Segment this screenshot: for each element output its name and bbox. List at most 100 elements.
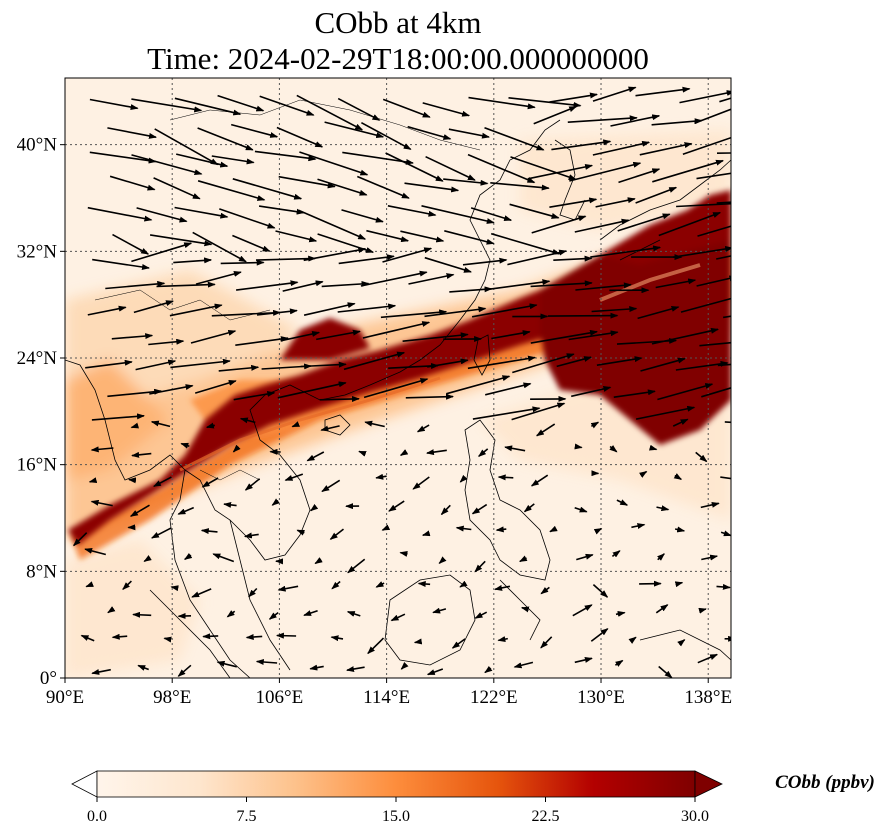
wind-arrow (244, 478, 261, 491)
wind-arrow (471, 303, 538, 318)
wind-arrow (553, 255, 593, 262)
wind-arrow (190, 329, 237, 344)
wind-arrow (417, 580, 431, 587)
wind-arrow (459, 580, 468, 588)
wind-arrow (324, 121, 385, 139)
colorbar-gradient (96, 770, 696, 798)
wind-arrow (651, 327, 719, 345)
wind-arrow (696, 275, 731, 287)
wind-arrow (638, 470, 648, 478)
wind-arrow (635, 405, 696, 420)
wind-arrow (131, 242, 193, 263)
wind-arrow (135, 359, 177, 371)
wind-arrow (648, 444, 658, 451)
wind-arrow (400, 230, 445, 243)
wind-arrow (507, 249, 568, 266)
wind-arrow (174, 206, 229, 219)
wind-arrow (390, 613, 406, 622)
wind-arrow (197, 127, 254, 151)
wind-arrow (346, 610, 361, 617)
wind-arrow (408, 273, 455, 285)
wind-arrow (183, 552, 193, 560)
wind-arrow (156, 281, 216, 288)
wind-arrow (445, 375, 511, 395)
wind-arrow (509, 203, 560, 219)
wind-arrow (448, 128, 490, 139)
wind-arrow (405, 393, 454, 400)
wind-arrow (255, 255, 317, 262)
wind-arrow (129, 504, 150, 517)
wind-vectors (72, 86, 731, 678)
wind-arrow (337, 303, 397, 313)
wind-arrow (575, 282, 632, 291)
wind-arrow (455, 525, 472, 532)
wind-arrow (497, 474, 514, 481)
wind-arrow (451, 638, 466, 649)
wind-arrow (504, 445, 526, 452)
wind-arrow (321, 479, 341, 493)
wind-arrow (459, 474, 468, 483)
wind-arrow (697, 225, 731, 237)
wind-arrow (658, 211, 722, 237)
wind-arrow (467, 355, 536, 370)
wind-arrow (319, 395, 360, 402)
colorbar-label: CObb (ppbv) (775, 772, 875, 793)
wind-arrow (169, 303, 223, 317)
wind-arrow (591, 306, 638, 313)
colorbar-max-extend (694, 770, 723, 798)
wind-arrow (576, 553, 594, 561)
wind-arrow (105, 280, 166, 290)
wind-arrow (271, 498, 280, 506)
wind-arrow (131, 154, 203, 176)
wind-arrow (421, 205, 495, 224)
wind-arrow (131, 451, 152, 458)
wind-arrow (317, 178, 368, 196)
wind-arrow (151, 527, 172, 539)
wind-arrow (674, 526, 686, 533)
wind-arrow (614, 659, 624, 667)
wind-arrow (523, 503, 535, 513)
wind-arrow (696, 172, 731, 180)
wind-arrow (191, 588, 212, 598)
wind-arrow (330, 635, 344, 642)
wind-arrow (72, 532, 88, 547)
wind-arrow (471, 503, 488, 515)
wind-arrow (719, 97, 731, 103)
wind-arrow (478, 448, 489, 457)
wind-arrow (230, 123, 279, 138)
wind-arrow (700, 501, 720, 509)
wind-arrow (314, 557, 323, 565)
wind-arrow (628, 636, 637, 644)
wind-arrow (280, 331, 321, 342)
wind-arrow (174, 97, 242, 116)
wind-arrow (574, 443, 583, 450)
wind-arrow (592, 140, 651, 156)
wind-arrow (551, 139, 612, 151)
wind-arrow (282, 280, 324, 292)
wind-arrow (254, 150, 317, 162)
wind-arrow (381, 524, 391, 531)
wind-arrow (296, 529, 306, 536)
wind-arrow (716, 201, 731, 204)
wind-arrow (571, 386, 612, 398)
wind-arrow (657, 383, 714, 401)
wind-arrow (530, 474, 549, 487)
wind-arrow (364, 420, 385, 428)
wind-arrow (510, 156, 577, 181)
wind-arrow (676, 202, 731, 208)
wind-arrow (511, 402, 566, 421)
wind-arrow (87, 305, 127, 316)
wind-arrow (80, 634, 95, 642)
wind-arrow (177, 506, 195, 515)
wind-arrow (569, 161, 642, 182)
wind-arrow (444, 230, 495, 245)
wind-arrow (484, 126, 545, 151)
wind-arrow (592, 584, 609, 598)
wind-arrow (132, 611, 152, 618)
wind-arrow (468, 96, 536, 110)
wind-arrow (243, 532, 259, 539)
wind-arrow (131, 98, 203, 113)
y-axis: 0° 8°N 16°N 24°N 32°N 40°N (17, 135, 65, 689)
wind-arrow (153, 177, 201, 200)
wind-arrow (197, 180, 266, 201)
